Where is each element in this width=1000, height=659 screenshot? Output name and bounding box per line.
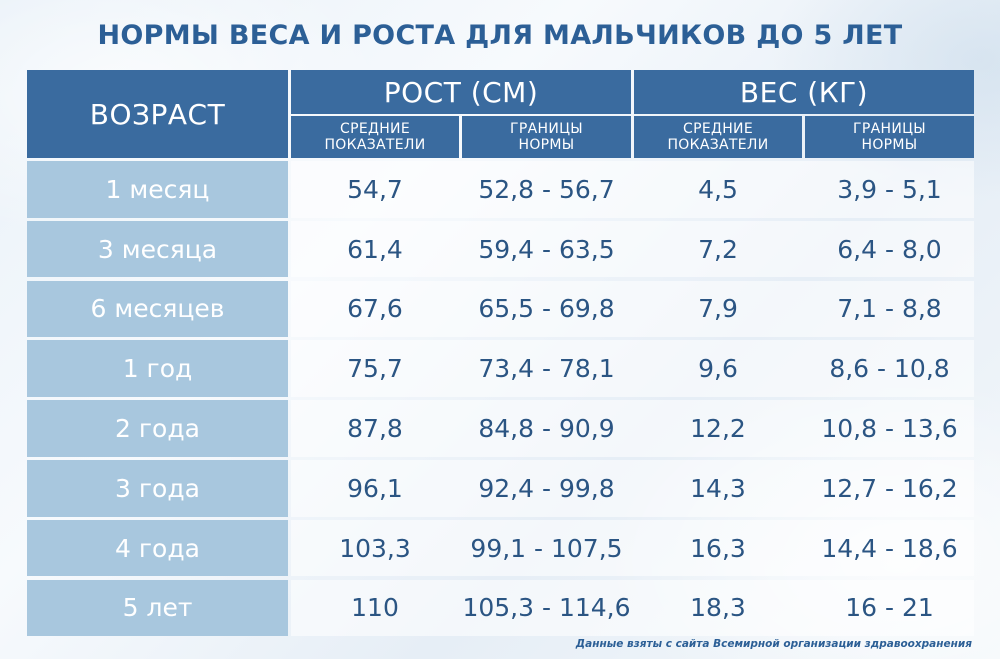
header-height-range: ГРАНИЦЫ НОРМЫ <box>462 116 631 158</box>
header-weight-avg-line1: СРЕДНИЕ <box>683 121 753 137</box>
table-row <box>291 460 974 517</box>
table-row <box>291 220 974 278</box>
table-row <box>291 400 974 457</box>
table-row <box>291 579 974 637</box>
height-avg-cell: 96,1 <box>347 473 403 503</box>
weight-range-cell: 12,7 - 16,2 <box>821 473 958 503</box>
height-avg-cell: 110 <box>351 593 399 623</box>
weight-range-cell: 16 - 21 <box>845 593 934 623</box>
weight-range-cell: 14,4 - 18,6 <box>821 533 958 563</box>
height-avg-cell: 75,7 <box>347 354 403 384</box>
height-range-cell: 52,8 - 56,7 <box>478 174 615 204</box>
height-avg-cell: 61,4 <box>347 234 403 264</box>
header-height-group: РОСТ (СМ) <box>291 70 631 114</box>
header-weight-avg-line2: ПОКАЗАТЕЛИ <box>667 137 769 153</box>
age-cell: 1 год <box>27 340 288 397</box>
header-weight-range-line1: ГРАНИЦЫ <box>853 121 926 137</box>
height-range-cell: 65,5 - 69,8 <box>478 294 615 324</box>
height-avg-cell: 67,6 <box>347 294 403 324</box>
weight-range-cell: 7,1 - 8,8 <box>837 294 942 324</box>
age-cell: 4 года <box>27 519 288 577</box>
weight-avg-cell: 4,5 <box>698 174 738 204</box>
table-row <box>291 519 974 577</box>
age-cell: 3 месяца <box>27 220 288 278</box>
height-range-cell: 84,8 - 90,9 <box>478 413 615 443</box>
height-range-cell: 99,1 - 107,5 <box>470 533 623 563</box>
weight-avg-cell: 9,6 <box>698 354 738 384</box>
age-cell: 6 месяцев <box>27 280 288 338</box>
header-weight-range: ГРАНИЦЫ НОРМЫ <box>805 116 974 158</box>
source-footnote: Данные взяты с сайта Всемирной организац… <box>575 638 972 650</box>
table-row <box>291 161 974 218</box>
header-weight-avg: СРЕДНИЕ ПОКАЗАТЕЛИ <box>634 116 802 158</box>
height-range-cell: 92,4 - 99,8 <box>478 473 615 503</box>
height-avg-cell: 54,7 <box>347 174 403 204</box>
height-avg-cell: 103,3 <box>339 533 411 563</box>
age-cell: 3 года <box>27 460 288 517</box>
header-height-range-line1: ГРАНИЦЫ <box>510 121 583 137</box>
page-title: НОРМЫ ВЕСА И РОСТА ДЛЯ МАЛЬЧИКОВ ДО 5 ЛЕ… <box>97 20 903 51</box>
weight-avg-cell: 7,9 <box>698 294 738 324</box>
header-weight-group: ВЕС (КГ) <box>634 70 974 114</box>
weight-range-cell: 8,6 - 10,8 <box>829 354 950 384</box>
height-avg-cell: 87,8 <box>347 413 403 443</box>
header-height-range-line2: НОРМЫ <box>518 137 575 153</box>
weight-avg-cell: 18,3 <box>690 593 746 623</box>
weight-avg-cell: 7,2 <box>698 234 738 264</box>
table-row <box>291 340 974 397</box>
height-range-cell: 73,4 - 78,1 <box>478 354 615 384</box>
header-weight-range-line2: НОРМЫ <box>861 137 918 153</box>
height-range-cell: 59,4 - 63,5 <box>478 234 615 264</box>
height-range-cell: 105,3 - 114,6 <box>462 593 631 623</box>
weight-avg-cell: 14,3 <box>690 473 746 503</box>
header-height-avg-line2: ПОКАЗАТЕЛИ <box>324 137 426 153</box>
age-cell: 5 лет <box>27 579 288 637</box>
age-cell: 2 года <box>27 400 288 457</box>
weight-avg-cell: 16,3 <box>690 533 746 563</box>
norms-table: ВОЗРАСТ РОСТ (СМ) ВЕС (КГ) СРЕДНИЕ ПОКАЗ… <box>27 70 974 637</box>
weight-avg-cell: 12,2 <box>690 413 746 443</box>
table-row <box>291 280 974 338</box>
weight-range-cell: 10,8 - 13,6 <box>821 413 958 443</box>
age-cell: 1 месяц <box>27 161 288 218</box>
weight-range-cell: 6,4 - 8,0 <box>837 234 942 264</box>
header-height-avg-line1: СРЕДНИЕ <box>340 121 410 137</box>
header-height-avg: СРЕДНИЕ ПОКАЗАТЕЛИ <box>291 116 459 158</box>
weight-range-cell: 3,9 - 5,1 <box>837 174 942 204</box>
header-age: ВОЗРАСТ <box>27 70 288 158</box>
